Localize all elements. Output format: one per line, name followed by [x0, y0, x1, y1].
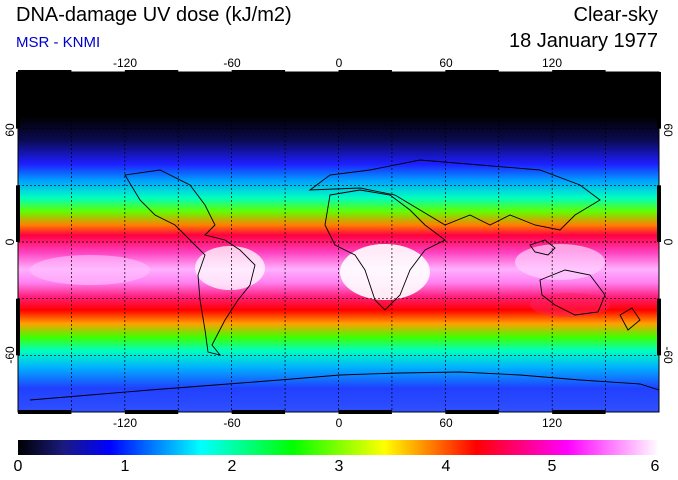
lat-label-right: 60: [661, 123, 675, 137]
frame-tick-bar: [231, 70, 286, 74]
lat-label-right: 0: [661, 239, 675, 246]
lat-label-left: -60: [3, 346, 17, 364]
colorbar-label: 3: [334, 458, 344, 475]
lon-label-top: -120: [113, 56, 137, 70]
graticule: [18, 72, 659, 412]
map-date: 18 January 1977: [508, 30, 658, 52]
colorbar-label: 5: [547, 458, 557, 475]
lon-label-top: 120: [542, 56, 562, 70]
frame-tick-bar: [338, 70, 392, 74]
lon-labels-top: -120 -60 0 60 120: [113, 56, 562, 70]
lon-label-top: 60: [439, 56, 453, 70]
frame-tick-bar: [657, 185, 661, 242]
colorbar: [18, 440, 659, 455]
colorbar-label: 2: [227, 458, 237, 475]
frame-tick-bar: [445, 70, 499, 74]
lon-label-bottom: -60: [223, 416, 241, 430]
lon-labels-bottom: -120 -60 0 60 120: [113, 416, 562, 430]
frame-tick-bar: [18, 70, 72, 74]
colorbar-label: 0: [13, 458, 23, 475]
frame-ticks: [16, 70, 661, 414]
lon-label-bottom: -120: [113, 416, 137, 430]
frame-tick-bar: [124, 70, 179, 74]
lat-label-right: -60: [661, 346, 675, 364]
frame-tick-bar: [16, 185, 20, 242]
frame-tick-bar: [552, 410, 606, 414]
lat-labels-right: 60 0 -60: [661, 123, 675, 364]
map-title: DNA-damage UV dose (kJ/m2): [16, 4, 292, 26]
lon-label-bottom: 0: [336, 416, 343, 430]
frame-tick-bar: [18, 410, 72, 414]
frame-tick-bar: [124, 410, 179, 414]
lat-label-left: 0: [3, 238, 17, 245]
colorbar-label: 1: [120, 458, 130, 475]
frame-tick-bar: [552, 70, 606, 74]
frame-tick-bar: [657, 72, 661, 129]
colorbar-label: 4: [441, 458, 451, 475]
lon-label-top: -60: [223, 56, 241, 70]
lon-label-bottom: 120: [542, 416, 562, 430]
frame-tick-bar: [445, 410, 499, 414]
lon-label-top: 0: [336, 56, 343, 70]
frame-tick-bar: [16, 72, 20, 129]
sky-condition: Clear-sky: [573, 4, 658, 26]
frame-tick-bar: [231, 410, 286, 414]
lat-labels-left: 60 0 -60: [3, 123, 17, 364]
frame-tick-bar: [338, 410, 392, 414]
lat-label-left: 60: [3, 123, 17, 137]
frame-tick-bar: [16, 298, 20, 356]
lon-label-bottom: 60: [439, 416, 453, 430]
frame-tick-bar: [657, 298, 661, 356]
source-label: MSR - KNMI: [16, 34, 101, 51]
colorbar-label: 6: [650, 458, 660, 475]
